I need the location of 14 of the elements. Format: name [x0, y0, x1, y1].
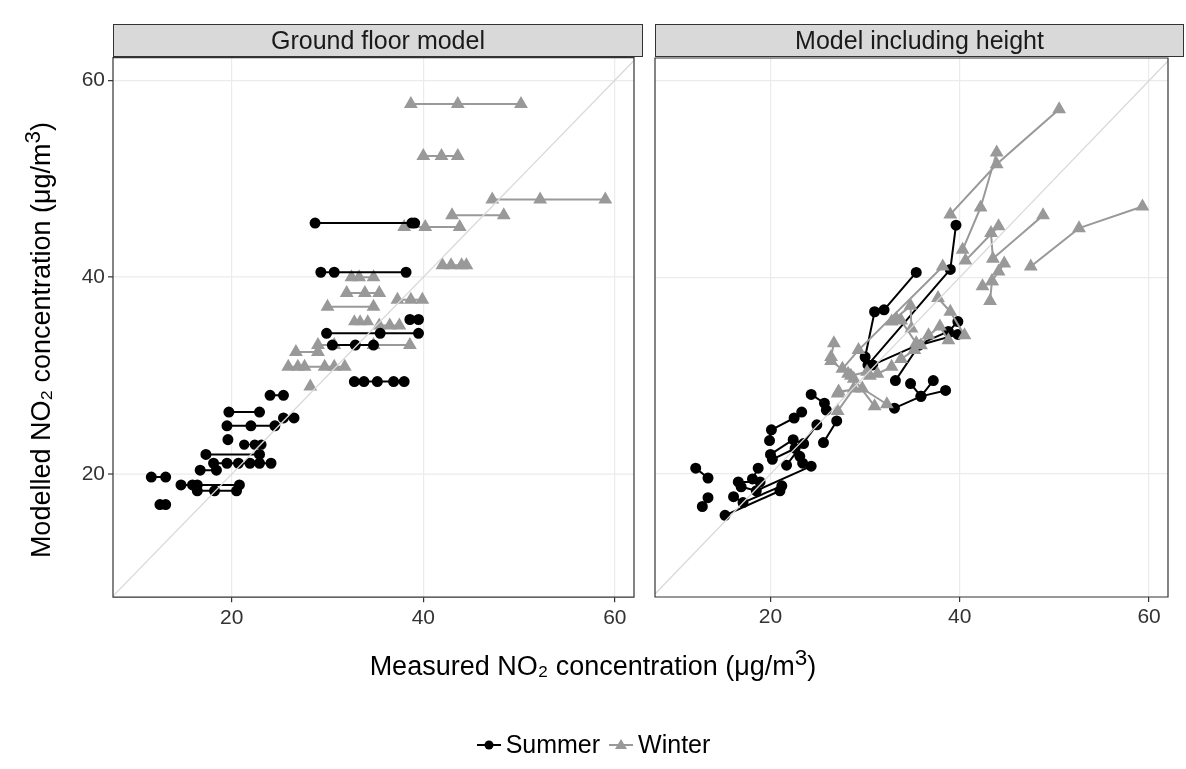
- legend-label: Summer: [505, 730, 601, 759]
- x-tick-label: 20: [220, 604, 244, 628]
- x-tick-label: 40: [948, 604, 972, 628]
- x-tick-label: 40: [411, 604, 435, 628]
- legend-label: Winter: [638, 730, 711, 759]
- x-axis-title: Measured NO₂ concentration (μg/m$^{3}$): [368, 645, 818, 682]
- x-tick-label: 60: [603, 604, 627, 628]
- chart-title: Model including height: [655, 24, 1184, 57]
- x-tick-label: 20: [758, 604, 783, 628]
- y-tick-label: 40: [81, 264, 105, 288]
- y-tick-label: 60: [81, 67, 105, 91]
- x-tick-label: 60: [1137, 604, 1161, 628]
- chart-title: Ground floor model: [113, 24, 643, 57]
- y-tick-label: 20: [81, 461, 105, 485]
